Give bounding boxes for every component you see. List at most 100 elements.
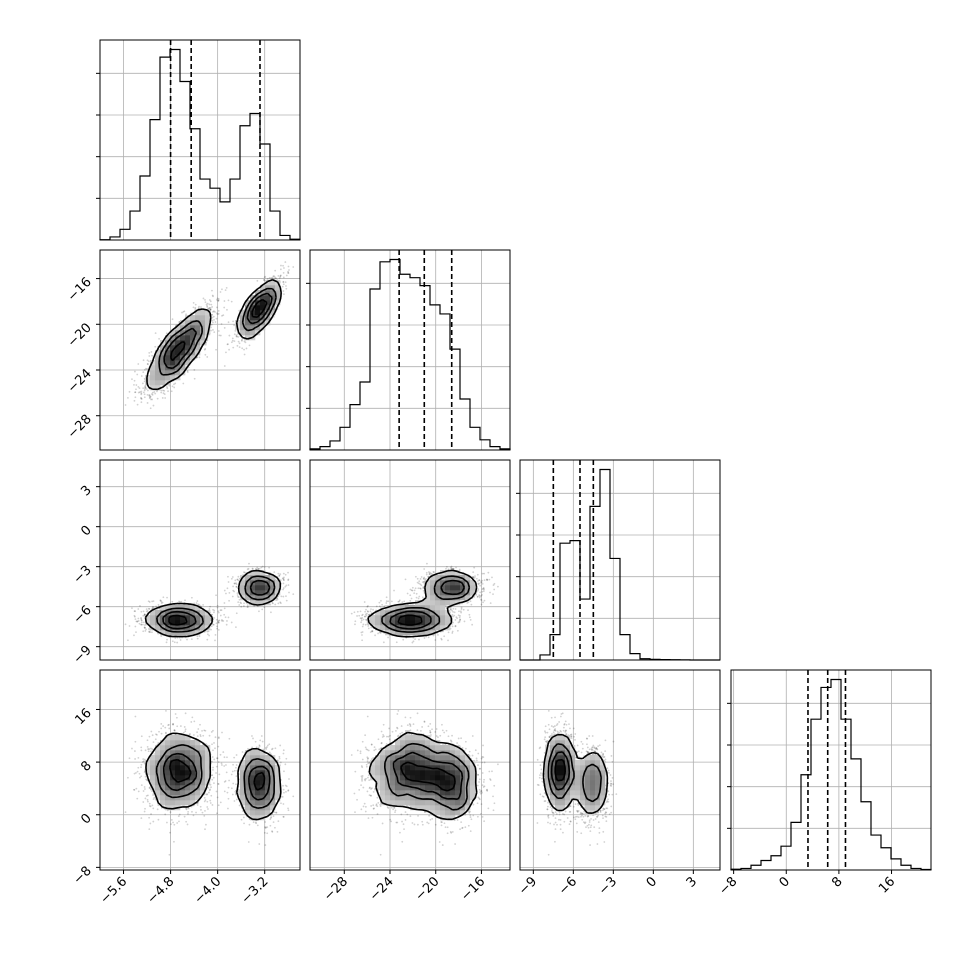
scatter-point <box>206 631 208 633</box>
scatter-point <box>150 407 152 409</box>
scatter-point <box>234 582 236 584</box>
scatter-point <box>236 578 238 580</box>
scatter-point <box>164 393 166 395</box>
scatter-point <box>240 602 242 604</box>
scatter-point <box>264 566 266 568</box>
scatter-point <box>134 380 136 382</box>
scatter-point <box>139 391 141 393</box>
scatter-point <box>151 351 153 353</box>
scatter-point <box>244 572 246 574</box>
scatter-point <box>228 592 230 594</box>
scatter-point <box>227 343 229 345</box>
density-cell <box>155 380 160 385</box>
density-cell <box>150 375 155 380</box>
scatter-point <box>209 608 211 610</box>
scatter-point <box>134 396 136 398</box>
scatter-point <box>232 320 234 322</box>
scatter-point <box>147 394 149 396</box>
scatter-point <box>232 337 234 339</box>
scatter-point <box>213 617 215 619</box>
scatter-point <box>232 590 234 592</box>
scatter-point <box>221 323 223 325</box>
scatter-point <box>166 597 168 599</box>
scatter-point <box>191 597 193 599</box>
scatter-point <box>237 596 239 598</box>
histogram-panel-2 <box>516 460 720 660</box>
scatter-point <box>153 391 155 393</box>
scatter-point <box>269 277 271 279</box>
scatter-point <box>218 313 220 315</box>
scatter-point <box>166 332 168 334</box>
scatter-point <box>232 576 234 578</box>
scatter-point <box>197 638 199 640</box>
histogram-step-3 <box>731 680 931 870</box>
scatter-point <box>224 365 226 367</box>
scatter-point <box>147 363 149 365</box>
density-cell <box>185 335 190 340</box>
scatter-point <box>236 345 238 347</box>
histogram-step-0 <box>100 50 300 240</box>
scatter-point <box>277 275 279 277</box>
scatter-point <box>145 387 147 389</box>
scatter-point <box>142 371 144 373</box>
scatter-point <box>231 341 233 343</box>
scatter-point <box>244 341 246 343</box>
scatter-point <box>137 363 139 365</box>
scatter-point <box>144 396 146 398</box>
scatter-point <box>160 392 162 394</box>
scatter-point <box>240 606 242 608</box>
histogram-step-2 <box>520 470 720 660</box>
scatter-point <box>216 318 218 320</box>
scatter-point <box>213 316 215 318</box>
scatter-point <box>162 397 164 399</box>
scatter-point <box>228 299 230 301</box>
scatter-point <box>217 607 219 609</box>
scatter-point <box>172 385 174 387</box>
scatter-point <box>257 568 259 570</box>
scatter-point <box>283 583 285 585</box>
scatter-point <box>286 600 288 602</box>
scatter-point <box>193 302 195 304</box>
density-cell <box>195 325 200 330</box>
histogram-step-1 <box>310 260 510 450</box>
scatter-point <box>283 283 285 285</box>
scatter-point <box>287 271 289 273</box>
scatter-point <box>248 568 250 570</box>
scatter-point <box>133 634 135 636</box>
scatter-point <box>218 612 220 614</box>
density-cell <box>150 370 155 375</box>
scatter-point <box>160 600 162 602</box>
scatter-point <box>285 585 287 587</box>
scatter-point <box>225 351 227 353</box>
scatter-point <box>221 315 223 317</box>
scatter-point <box>162 596 164 598</box>
scatter-point <box>241 340 243 342</box>
scatter-point <box>288 266 290 268</box>
scatter-point <box>228 617 230 619</box>
scatter-point <box>154 346 156 348</box>
scatter-point <box>228 321 230 323</box>
scatter-point <box>194 307 196 309</box>
scatter-point <box>221 288 223 290</box>
scatter-point <box>232 347 234 349</box>
scatter-point <box>141 619 143 621</box>
scatter-point <box>144 390 146 392</box>
scatter-point <box>216 307 218 309</box>
scatter-point <box>241 347 243 349</box>
scatter-point <box>234 333 236 335</box>
scatter-point <box>283 573 285 575</box>
scatter-point <box>210 304 212 306</box>
scatter-point <box>148 360 150 362</box>
scatter-point <box>204 349 206 351</box>
density-cell <box>160 380 165 385</box>
scatter-point <box>277 603 279 605</box>
scatter-point <box>226 287 228 289</box>
scatter-point <box>134 400 136 402</box>
scatter-point <box>235 586 237 588</box>
scatter-point <box>151 355 153 357</box>
density-cell <box>190 315 195 320</box>
scatter-point <box>155 332 157 334</box>
scatter-point <box>196 635 198 637</box>
joint-panel-2-0 <box>100 460 300 660</box>
scatter-point <box>228 335 230 337</box>
